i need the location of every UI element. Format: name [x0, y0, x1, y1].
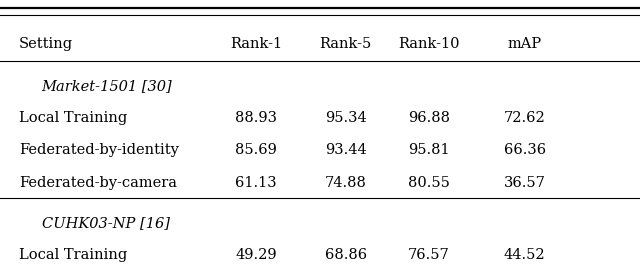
Text: 76.57: 76.57 — [408, 248, 450, 262]
Text: Federated-by-identity: Federated-by-identity — [19, 143, 179, 157]
Text: Rank-5: Rank-5 — [319, 37, 372, 51]
Text: 36.57: 36.57 — [504, 176, 546, 190]
Text: 72.62: 72.62 — [504, 111, 546, 125]
Text: 49.29: 49.29 — [235, 248, 277, 262]
Text: Setting: Setting — [19, 37, 74, 51]
Text: mAP: mAP — [508, 37, 542, 51]
Text: 80.55: 80.55 — [408, 176, 450, 190]
Text: Rank-10: Rank-10 — [398, 37, 460, 51]
Text: Local Training: Local Training — [19, 248, 127, 262]
Text: 66.36: 66.36 — [504, 143, 546, 157]
Text: 44.52: 44.52 — [504, 248, 546, 262]
Text: 68.86: 68.86 — [324, 248, 367, 262]
Text: 95.81: 95.81 — [408, 143, 450, 157]
Text: Local Training: Local Training — [19, 111, 127, 125]
Text: 88.93: 88.93 — [235, 111, 277, 125]
Text: 96.88: 96.88 — [408, 111, 450, 125]
Text: 85.69: 85.69 — [235, 143, 277, 157]
Text: Federated-by-camera: Federated-by-camera — [19, 176, 177, 190]
Text: 95.34: 95.34 — [324, 111, 367, 125]
Text: CUHK03-NP [16]: CUHK03-NP [16] — [42, 216, 170, 230]
Text: 61.13: 61.13 — [235, 176, 277, 190]
Text: 93.44: 93.44 — [324, 143, 367, 157]
Text: Market-1501 [30]: Market-1501 [30] — [42, 79, 172, 93]
Text: Rank-1: Rank-1 — [230, 37, 282, 51]
Text: 74.88: 74.88 — [324, 176, 367, 190]
